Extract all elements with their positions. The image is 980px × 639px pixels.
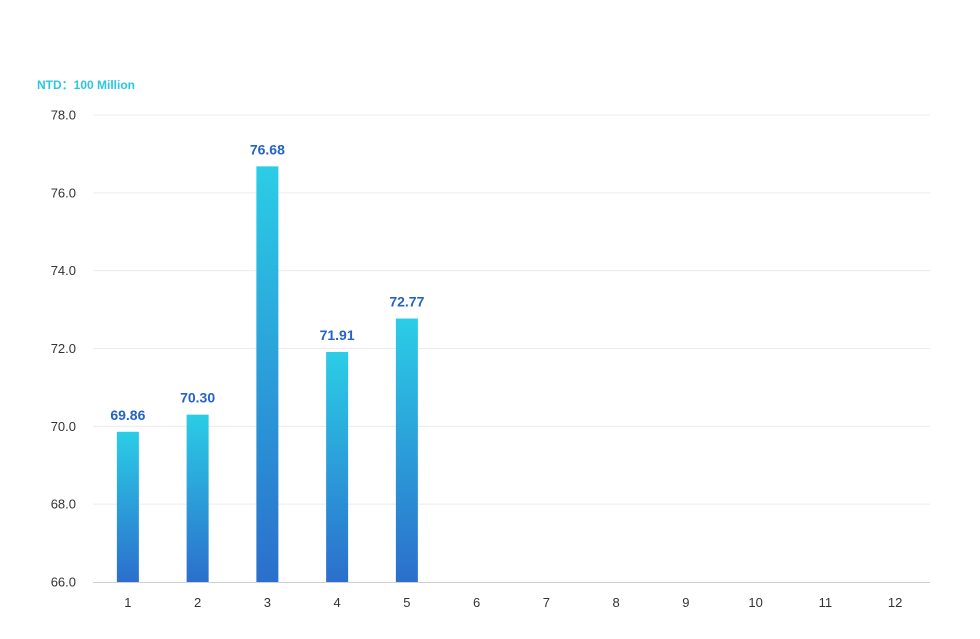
y-tick-label: 66.0 (51, 575, 76, 590)
x-tick-label: 2 (194, 595, 201, 610)
x-tick-label: 5 (403, 595, 410, 610)
y-tick-label: 72.0 (51, 341, 76, 356)
bar (116, 431, 139, 582)
x-tick-label: 10 (748, 595, 762, 610)
y-tick-label: 70.0 (51, 419, 76, 434)
x-tick-label: 7 (543, 595, 550, 610)
y-tick-label: 68.0 (51, 497, 76, 512)
x-tick-label: 12 (888, 595, 902, 610)
y-tick-label: 74.0 (51, 263, 76, 278)
x-tick-label: 3 (264, 595, 271, 610)
bars (116, 166, 418, 582)
bar (326, 352, 349, 582)
data-labels: 69.86 70.30 76.68 71.91 72.77 (110, 141, 424, 422)
data-label: 72.77 (389, 294, 424, 310)
y-tick-label: 76.0 (51, 185, 76, 200)
x-tick-label: 4 (334, 595, 341, 610)
bar (256, 166, 279, 582)
data-label: 70.30 (180, 390, 215, 406)
y-axis-ticks: 66.0 68.0 70.0 72.0 74.0 76.0 78.0 (51, 108, 76, 590)
data-label: 76.68 (250, 141, 285, 157)
bar (395, 318, 418, 582)
data-label: 71.91 (320, 327, 355, 343)
data-label: 69.86 (110, 407, 145, 423)
grid-layer (93, 114, 930, 505)
y-tick-label: 78.0 (51, 108, 76, 123)
x-tick-label: 8 (613, 595, 620, 610)
x-tick-label: 9 (682, 595, 689, 610)
x-axis-ticks: 1 2 3 4 5 6 7 8 9 10 11 12 (124, 595, 902, 610)
x-tick-label: 11 (819, 595, 833, 610)
unit-label: NTD：100 Million (37, 78, 136, 92)
x-tick-label: 1 (124, 595, 131, 610)
x-tick-label: 6 (473, 595, 480, 610)
bar (186, 414, 209, 582)
